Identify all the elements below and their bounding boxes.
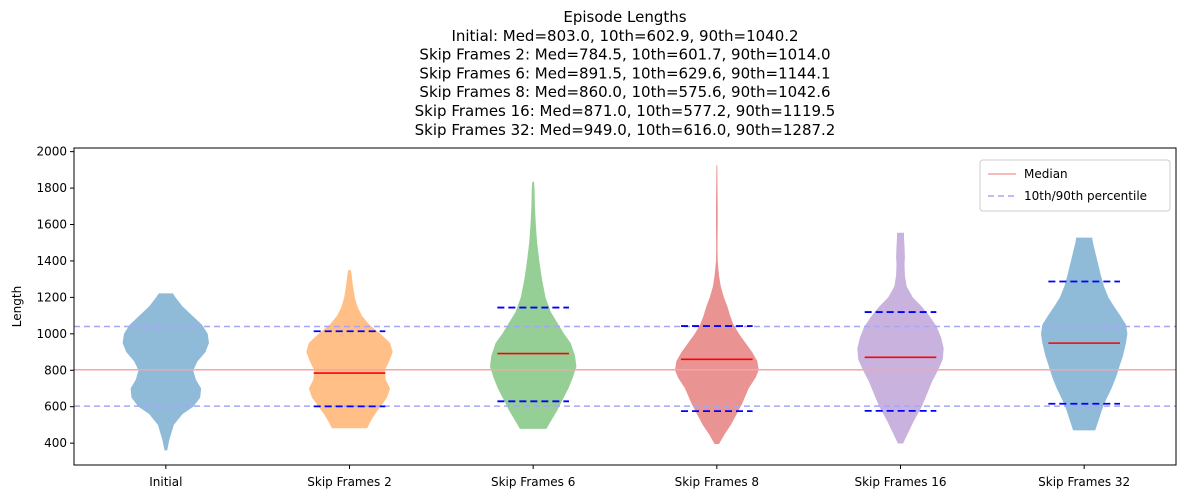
axes: 400 600 800 1000 1200 1400 1600 1800 2000 Initial… [10,145,1177,489]
x-tick-label: Skip Frames 32 [1038,475,1130,489]
y-tick-label: 400 [44,436,67,450]
x-tick-label: Skip Frames 2 [307,475,391,489]
legend-label: 10th/90th percentile [1024,189,1147,203]
y-tick-label: 1400 [36,254,67,268]
chart-title-stats-line: Skip Frames 16: Med=871.0, 10th=577.2, 9… [415,102,836,120]
plot-area [74,165,1176,451]
chart-title-stats-line: Skip Frames 8: Med=860.0, 10th=575.6, 90… [419,83,830,101]
x-tick-label: Skip Frames 6 [491,475,575,489]
violin-3 [490,181,577,429]
y-tick-label: 1200 [36,290,67,304]
legend-box [979,159,1171,212]
chart-title-stats-line: Initial: Med=803.0, 10th=602.9, 90th=104… [451,27,798,45]
violin-6 [1041,237,1128,431]
y-tick-label: 1800 [36,181,67,195]
violin-4 [675,165,759,445]
legend: Median 10th/90th percentile [979,159,1171,212]
plot-frame [73,147,1177,466]
violin-1 [122,293,209,451]
y-tick-label: 2000 [36,145,67,159]
x-tick-label: Skip Frames 8 [675,475,759,489]
violin-5 [857,232,944,444]
chart-title-stats-line: Skip Frames 6: Med=891.5, 10th=629.6, 90… [419,64,830,82]
x-tick-label: Initial [149,475,182,489]
y-tick-label: 600 [44,400,67,414]
y-tick-label: 800 [44,363,67,377]
y-tick-label: 1000 [36,327,67,341]
legend-label: Median [1024,167,1068,181]
violin-2 [306,270,393,429]
chart-title-stats-line: Skip Frames 32: Med=949.0, 10th=616.0, 9… [415,121,836,139]
chart-title-main: Episode Lengths [563,8,686,26]
chart-title-stats-line: Skip Frames 2: Med=784.5, 10th=601.7, 90… [419,46,830,64]
y-tick-label: 1600 [36,218,67,232]
x-tick-label: Skip Frames 16 [854,475,946,489]
y-axis-label: Length [10,286,24,327]
